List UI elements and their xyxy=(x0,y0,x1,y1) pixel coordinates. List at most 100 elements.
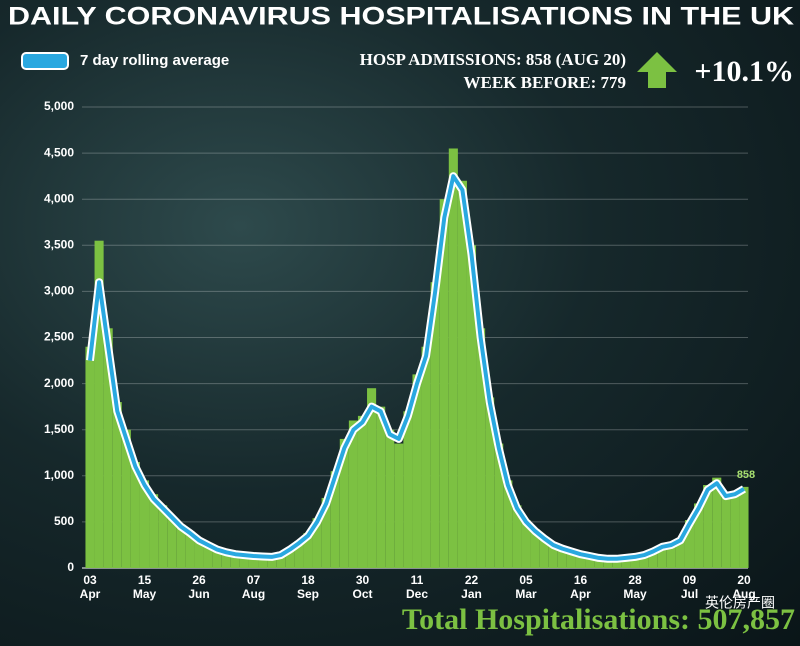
y-tick-label: 2,000 xyxy=(44,376,74,390)
bar xyxy=(548,544,558,568)
bar xyxy=(466,245,477,569)
x-tick-label: 30 Oct xyxy=(352,573,373,601)
x-tick-label: 09 Jul xyxy=(680,573,699,601)
bar xyxy=(585,555,595,568)
bar xyxy=(167,516,177,568)
bar xyxy=(194,538,204,568)
bar xyxy=(248,555,259,568)
plot: 0 500 1,000 1,500 2,000 2,500 3,000 3,500 4,000 4… xyxy=(44,99,755,574)
bar xyxy=(639,554,649,568)
x-tick-label: 16 Apr xyxy=(570,573,591,601)
bar xyxy=(421,346,431,568)
bar xyxy=(648,550,658,568)
x-tick-label: 11 Dec xyxy=(405,573,428,601)
y-tick-label: 3,500 xyxy=(44,237,74,251)
bar xyxy=(539,537,549,568)
y-tick-label: 5,000 xyxy=(44,99,74,113)
bar xyxy=(85,346,95,568)
bar xyxy=(439,199,449,568)
x-tick-label: 07 Aug xyxy=(241,573,266,601)
bar xyxy=(312,518,322,568)
y-tick-label: 4,500 xyxy=(44,145,74,159)
bar xyxy=(303,532,313,568)
bar xyxy=(412,374,422,568)
x-tick-label: 28 May xyxy=(623,573,647,601)
bar xyxy=(357,415,368,568)
bar xyxy=(494,443,504,568)
bar xyxy=(603,558,613,568)
y-tick-label: 2,500 xyxy=(44,330,74,344)
x-tick-label: 03 Apr xyxy=(79,573,101,601)
bar xyxy=(139,480,150,568)
y-tick-label: 1,500 xyxy=(44,422,74,436)
bar xyxy=(376,406,386,568)
bar xyxy=(721,494,731,568)
bar xyxy=(149,494,159,568)
x-tick-label: 05 Mar xyxy=(515,573,537,601)
bar xyxy=(239,554,249,568)
up-arrow xyxy=(637,52,677,88)
bar xyxy=(612,558,622,568)
x-tick-label: 15 May xyxy=(132,573,157,601)
line xyxy=(88,174,746,561)
bar xyxy=(521,520,531,568)
bar xyxy=(575,553,586,568)
bar xyxy=(212,548,222,568)
bar xyxy=(566,550,576,568)
y-tick-label: 0 xyxy=(67,560,74,574)
bar xyxy=(485,397,495,568)
bar xyxy=(258,556,268,568)
change-label: +10.1% xyxy=(694,55,794,88)
bar xyxy=(530,529,540,568)
bar xyxy=(385,429,395,568)
bar xyxy=(321,497,331,568)
bar xyxy=(339,438,349,568)
bar xyxy=(267,556,277,568)
legend-label: 7 day rolling average xyxy=(80,52,229,69)
x-tick-label: 22 Jan xyxy=(461,573,482,601)
legend-swatch xyxy=(21,52,69,70)
data-label: 858 xyxy=(737,469,755,481)
bar xyxy=(630,556,640,568)
watermark: 英伦房产圈 xyxy=(705,595,775,611)
bar xyxy=(503,480,513,568)
bar xyxy=(712,477,722,568)
bar xyxy=(739,486,749,568)
y-tick-label: 3,000 xyxy=(44,284,74,298)
bar xyxy=(476,328,486,568)
x-tick-label: 26 Jun xyxy=(188,573,210,601)
bar xyxy=(512,505,522,568)
bar xyxy=(103,328,113,568)
bar xyxy=(730,492,740,568)
chart-title: DAILY CORONAVIRUS HOSPITALISATIONS IN TH… xyxy=(8,3,794,31)
bar xyxy=(348,420,358,568)
bar xyxy=(430,282,440,568)
bar xyxy=(221,551,231,568)
bar xyxy=(158,505,168,568)
bar xyxy=(684,520,695,568)
bar xyxy=(675,538,685,568)
bar xyxy=(294,541,304,568)
bar xyxy=(657,545,667,568)
y-tick-label: 4,000 xyxy=(44,191,74,205)
bar xyxy=(621,557,631,568)
bar xyxy=(285,548,295,568)
bar xyxy=(703,485,713,568)
bar xyxy=(121,429,131,568)
bar xyxy=(694,503,704,568)
y-tick-label: 1,000 xyxy=(44,468,74,482)
bar xyxy=(276,554,286,568)
bar xyxy=(394,443,404,568)
y-tick-label: 500 xyxy=(54,514,74,528)
x-tick-label: 18 Sep xyxy=(296,573,319,601)
bar xyxy=(666,544,676,568)
bar xyxy=(594,557,604,568)
bar xyxy=(403,411,413,568)
bar xyxy=(203,544,213,568)
bar xyxy=(112,402,122,568)
annotation: HOSP ADMISSIONS: 858 (AUG 20) xyxy=(360,50,626,69)
bar xyxy=(457,180,467,568)
bar xyxy=(367,388,377,568)
